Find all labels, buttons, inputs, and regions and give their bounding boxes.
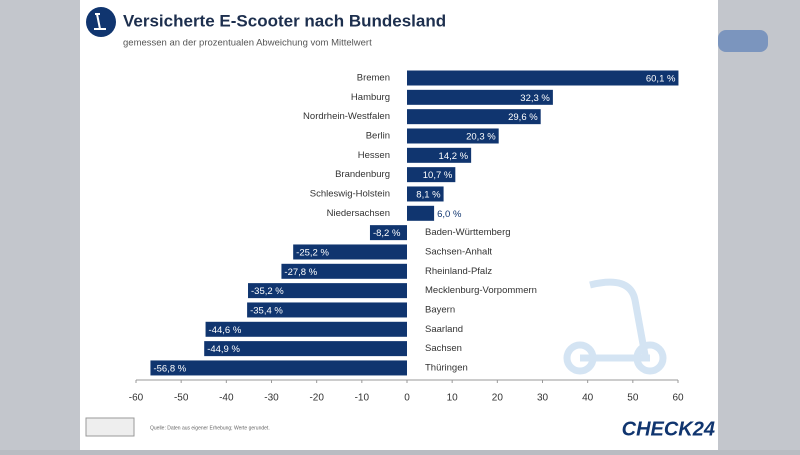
category-label: Hamburg (351, 92, 390, 103)
bar (407, 128, 499, 144)
bar (407, 70, 679, 86)
value-label: 6,0 % (437, 209, 462, 220)
category-label: Thüringen (425, 362, 468, 373)
bar (150, 360, 407, 376)
bar (407, 147, 472, 163)
x-tick-label: -40 (219, 393, 234, 404)
chart-subtitle: gemessen an der prozentualen Abweichung … (123, 38, 372, 49)
category-label: Baden-Württemberg (425, 227, 511, 238)
card (80, 0, 718, 450)
x-tick-label: 60 (672, 393, 684, 404)
value-label: -27,8 % (284, 267, 317, 278)
x-tick-label: 50 (627, 393, 639, 404)
value-label: 10,7 % (423, 170, 453, 181)
x-tick-label: -20 (309, 393, 324, 404)
category-label: Mecklenburg-Vorpommern (425, 285, 537, 296)
category-label: Nordrhein-Westfalen (303, 111, 390, 122)
category-label: Sachsen (425, 343, 462, 354)
source: Quelle: Daten aus eigener Erhebung; Wert… (150, 425, 270, 431)
x-tick-label: -30 (264, 393, 279, 404)
bar (407, 167, 456, 183)
category-label: Sachsen-Anhalt (425, 246, 492, 257)
value-label: 60,1 % (646, 74, 676, 85)
chart-title: Versicherte E-Scooter nach Bundesland (123, 11, 446, 30)
bar (407, 89, 553, 105)
bar (293, 244, 407, 260)
x-tick-label: 0 (404, 393, 410, 404)
value-label: -56,8 % (153, 363, 186, 374)
bar (281, 263, 407, 279)
value-label: -25,2 % (296, 247, 329, 258)
brand: CHECK24 (622, 418, 715, 440)
watermark (563, 278, 667, 375)
bar (205, 321, 407, 337)
value-label: -44,6 % (209, 325, 242, 336)
value-label: 8,1 % (416, 189, 441, 200)
x-tick-label: 20 (492, 393, 504, 404)
category-label: Niedersachsen (327, 208, 390, 219)
category-label: Berlin (366, 131, 390, 142)
category-label: Brandenburg (335, 169, 390, 180)
bar (248, 283, 407, 299)
value-label: -44,9 % (207, 344, 240, 355)
bar (247, 302, 407, 318)
x-tick-label: 30 (537, 393, 549, 404)
value-label: 14,2 % (439, 151, 469, 162)
value-label: -8,2 % (373, 228, 401, 239)
category-label: Hessen (358, 150, 390, 161)
x-tick-label: -50 (174, 393, 189, 404)
x-tick-label: 40 (582, 393, 594, 404)
x-tick-label: -10 (355, 393, 370, 404)
icon (86, 7, 116, 37)
bar (407, 186, 444, 202)
value-label: 29,6 % (508, 112, 538, 123)
value-label: -35,4 % (250, 305, 283, 316)
category-label: Bremen (357, 73, 390, 84)
value-label: -35,2 % (251, 286, 284, 297)
bar (407, 109, 541, 125)
category-label: Schleswig-Holstein (310, 188, 390, 199)
category-label: Rheinland-Pfalz (425, 266, 492, 277)
x-tick-label: 10 (447, 393, 459, 404)
icon-scooter (94, 13, 106, 30)
x-tick-label: -60 (129, 393, 144, 404)
bar (407, 205, 435, 221)
category-label: Saarland (425, 324, 463, 335)
bar (369, 225, 407, 241)
category-label: Bayern (425, 304, 455, 315)
blur-shape (718, 30, 768, 52)
bar (204, 341, 407, 357)
license-badge (85, 417, 135, 437)
value-label: 20,3 % (466, 132, 496, 143)
value-label: 32,3 % (520, 93, 550, 104)
